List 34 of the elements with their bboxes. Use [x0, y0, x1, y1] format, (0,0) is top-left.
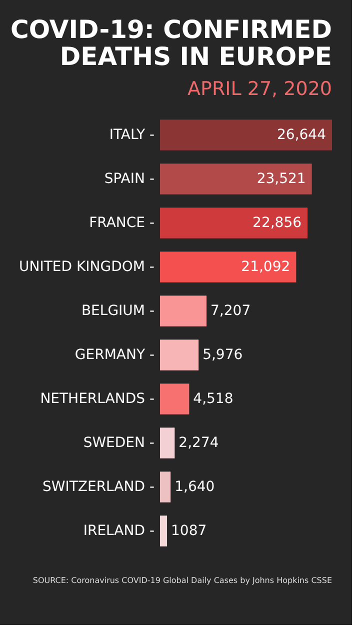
text: COVID-19: CONFIRMED [10, 15, 332, 44]
bar [160, 428, 175, 458]
chart-subtitle: APRIL 27, 2020 [188, 78, 332, 100]
y-tick-label: GERMANY - [74, 347, 154, 363]
y-tick-label: SWITZERLAND - [42, 479, 154, 495]
data-label: 2,274 [178, 435, 219, 451]
y-tick-label: FRANCE - [89, 215, 154, 231]
text: DEATHS IN EUROPE [60, 42, 332, 71]
data-label: 1,640 [174, 479, 215, 495]
y-tick-label: ITALY - [109, 127, 154, 143]
data-label: 7,207 [210, 303, 251, 319]
bar [160, 472, 171, 502]
bar [160, 252, 296, 282]
data-label: 22,856 [252, 215, 302, 231]
bar [160, 208, 308, 238]
bar [160, 164, 312, 194]
data-label: 4,518 [193, 391, 234, 407]
y-tick-label: BELGIUM - [81, 303, 154, 319]
data-label: 1087 [171, 523, 207, 539]
data-label: 26,644 [277, 127, 326, 143]
data-label: 5,976 [202, 347, 243, 363]
y-tick-label: SWEDEN - [83, 435, 154, 451]
bar [160, 296, 207, 326]
source-note: SOURCE: Coronavirus COVID-19 Global Daily Cases by Johns Hopkins CSSE [32, 576, 332, 585]
y-tick-label: NETHERLANDS - [40, 391, 154, 407]
bar [160, 120, 332, 150]
bar [160, 340, 199, 370]
y-tick-label: SPAIN - [104, 171, 154, 187]
y-tick-label: IRELAND - [83, 523, 154, 539]
y-tick-label: UNITED KINGDOM - [19, 259, 154, 275]
data-label: 21,092 [241, 259, 290, 275]
bar [160, 516, 168, 546]
bar [160, 384, 190, 414]
data-label: 23,521 [256, 171, 306, 187]
